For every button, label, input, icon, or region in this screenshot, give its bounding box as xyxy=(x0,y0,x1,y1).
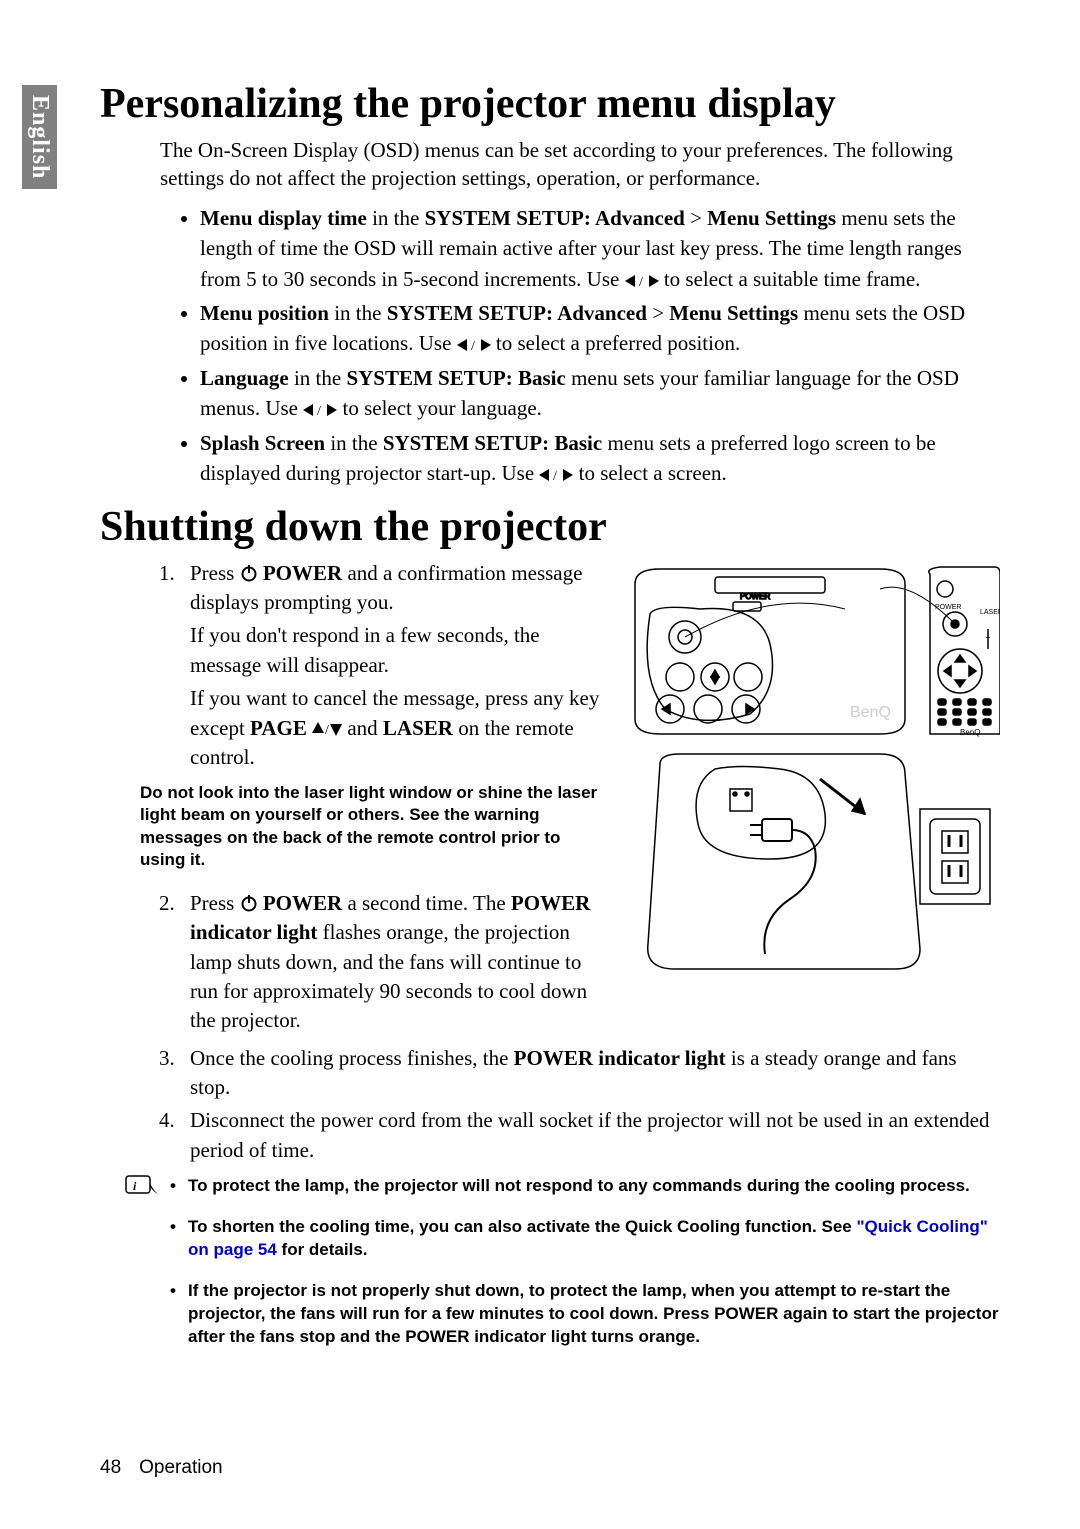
note-icon: i xyxy=(125,1173,159,1195)
svg-text:BenQ: BenQ xyxy=(960,728,980,737)
step-item: Press POWER and a confirmation message d… xyxy=(180,559,600,773)
left-right-arrow-icon: / xyxy=(625,274,659,288)
bullet-item: Language in the SYSTEM SETUP: Basic menu… xyxy=(200,363,1000,424)
power-label: POWER xyxy=(263,561,342,585)
page-number: 48 xyxy=(100,1457,121,1478)
bullet-item: Splash Screen in the SYSTEM SETUP: Basic… xyxy=(200,428,1000,489)
left-column: Press POWER and a confirmation message d… xyxy=(100,559,600,1040)
bullet-lead: Language xyxy=(200,366,289,390)
svg-text:POWER: POWER xyxy=(740,592,770,601)
bullet-lead: Menu position xyxy=(200,301,329,325)
projector-diagram: POWER BenQ xyxy=(620,559,1000,989)
svg-text:/: / xyxy=(325,723,329,737)
svg-text:/: / xyxy=(553,469,557,482)
left-right-arrow-icon: / xyxy=(303,403,337,417)
svg-text:BenQ: BenQ xyxy=(850,704,891,721)
section1-title: Personalizing the projector menu display xyxy=(100,80,1000,128)
svg-text:/: / xyxy=(317,404,321,417)
info-item: • To protect the lamp, the projector wil… xyxy=(170,1175,1000,1198)
section2-title: Shutting down the projector xyxy=(100,503,1000,551)
page: English Personalizing the projector menu… xyxy=(0,0,1080,1529)
bullet-lead: Splash Screen xyxy=(200,431,325,455)
footer-label: Operation xyxy=(139,1457,222,1478)
step-item: Once the cooling process finishes, the P… xyxy=(180,1044,1000,1103)
left-right-arrow-icon: / xyxy=(539,468,573,482)
section1-intro: The On-Screen Display (OSD) menus can be… xyxy=(160,136,1000,193)
section1-bullets: Menu display time in the SYSTEM SETUP: A… xyxy=(160,203,1000,489)
left-right-arrow-icon: / xyxy=(457,338,491,352)
info-block: i • To protect the lamp, the projector w… xyxy=(170,1175,1000,1349)
svg-text:/: / xyxy=(471,339,475,352)
right-column: POWER BenQ xyxy=(620,559,1000,1040)
page-key-label: PAGE xyxy=(250,716,307,740)
info-item: • To shorten the cooling time, you can a… xyxy=(170,1216,1000,1262)
svg-text:i: i xyxy=(133,1179,137,1193)
page-footer: 48 Operation xyxy=(100,1457,223,1479)
svg-text:LASER: LASER xyxy=(980,609,1000,616)
step-item: Press POWER a second time. The POWER ind… xyxy=(180,889,600,1036)
laser-warning: Do not look into the laser light window … xyxy=(140,782,600,870)
power-icon xyxy=(240,894,258,912)
info-item: • If the projector is not properly shut … xyxy=(170,1280,1000,1349)
svg-text:+: + xyxy=(985,633,991,644)
steps-list: Press POWER and a confirmation message d… xyxy=(130,559,600,773)
language-tab: English xyxy=(22,85,57,189)
laser-key-label: LASER xyxy=(383,716,453,740)
two-column-region: Press POWER and a confirmation message d… xyxy=(100,559,1000,1040)
bullet-item: Menu display time in the SYSTEM SETUP: A… xyxy=(200,203,1000,294)
step-item: Disconnect the power cord from the wall … xyxy=(180,1106,1000,1165)
steps-list: Press POWER a second time. The POWER ind… xyxy=(130,889,600,1036)
power-icon xyxy=(240,564,258,582)
steps-list: Once the cooling process finishes, the P… xyxy=(130,1044,1000,1166)
bullet-item: Menu position in the SYSTEM SETUP: Advan… xyxy=(200,298,1000,359)
bullet-lead: Menu display time xyxy=(200,206,367,230)
svg-text:/: / xyxy=(639,275,643,288)
up-down-arrow-icon: / xyxy=(312,721,342,737)
